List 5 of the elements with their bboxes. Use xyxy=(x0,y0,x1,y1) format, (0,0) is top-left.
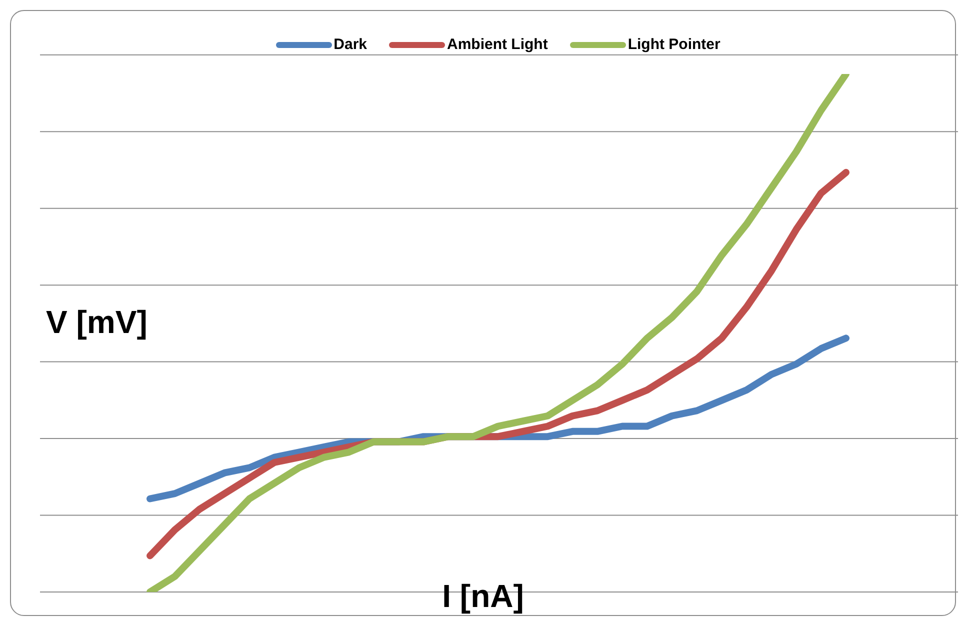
y-axis-title: V [mV] xyxy=(46,304,148,341)
x-axis-title: I [nA] xyxy=(441,578,525,615)
legend-label: Ambient Light xyxy=(447,36,548,53)
legend-label: Light Pointer xyxy=(628,36,720,53)
legend-label: Dark xyxy=(334,36,368,53)
